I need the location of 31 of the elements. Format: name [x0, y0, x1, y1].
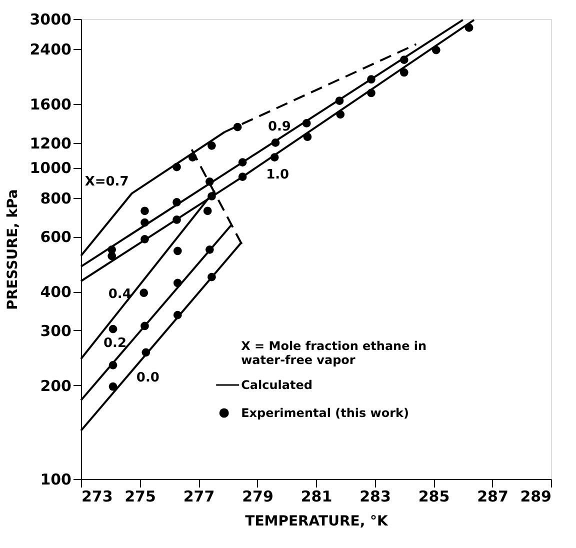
x-tick-label: 285 — [418, 488, 450, 506]
x-tick-label: 279 — [242, 488, 274, 506]
x-axis-title: TEMPERATURE, °K — [245, 514, 389, 530]
annotation: X=0.7 — [84, 174, 129, 190]
y-axis-title: PRESSURE, kPa — [4, 189, 21, 310]
y-tick-label: 300 — [40, 322, 72, 340]
x-tick-label: 281 — [300, 488, 332, 506]
x-tick-label: 287 — [477, 488, 508, 506]
y-tick-label: 800 — [40, 189, 72, 208]
x-tick-label: 277 — [183, 488, 215, 506]
y-tick-label: 200 — [40, 376, 72, 395]
annotation: 0.0 — [136, 370, 160, 386]
annotation: 0.2 — [104, 336, 127, 352]
y-tick-label: 1200 — [30, 134, 72, 152]
y-tick-label: 400 — [40, 283, 72, 302]
x-tick-label: 275 — [124, 488, 156, 506]
y-tick-label: 2400 — [30, 40, 72, 59]
annotation: 1.0 — [266, 167, 290, 182]
annotation: 0.4 — [108, 286, 132, 302]
y-tick-label: 1600 — [30, 96, 72, 114]
legend-label: Experimental (this work) — [241, 406, 410, 420]
x-tick-label: 289 — [520, 488, 552, 506]
legend-label: Calculated — [241, 378, 312, 392]
x-tick-label: 273 — [82, 488, 113, 506]
y-tick-label: 100 — [40, 470, 72, 488]
y-tick-label: 3000 — [30, 10, 72, 28]
annotation: 0.9 — [268, 120, 291, 135]
x-tick-label: 283 — [360, 488, 391, 506]
y-tick-label: 600 — [40, 228, 72, 246]
annotation: X = Mole fraction ethane in water-free vapor — [241, 339, 427, 367]
y-tick-label: 1000 — [30, 159, 72, 178]
